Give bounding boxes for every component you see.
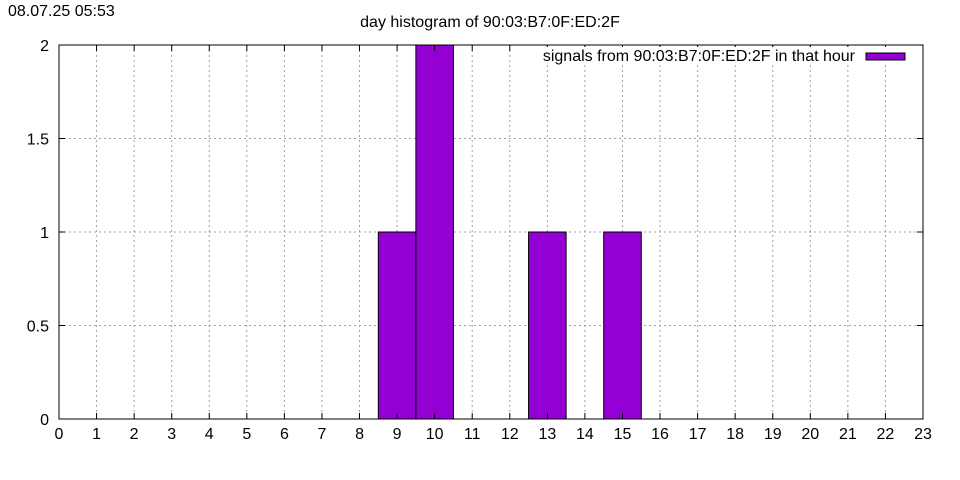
x-tick-label: 7 [318, 426, 327, 443]
x-tick-label: 9 [393, 426, 402, 443]
x-tick-label: 22 [877, 426, 895, 443]
legend: signals from 90:03:B7:0F:ED:2F in that h… [512, 47, 917, 65]
x-tick-label: 17 [689, 426, 707, 443]
y-tick-label: 1 [40, 225, 49, 242]
histogram-bar [415, 44, 454, 420]
legend-label: signals from 90:03:B7:0F:ED:2F in that h… [543, 48, 856, 65]
y-tick-label: 2 [40, 38, 49, 55]
chart-title: day histogram of 90:03:B7:0F:ED:2F [360, 14, 620, 31]
legend-background [512, 47, 917, 65]
x-tick-label: 8 [355, 426, 364, 443]
x-tick-label: 15 [614, 426, 632, 443]
x-tick-label: 0 [55, 426, 64, 443]
histogram-bar [603, 231, 642, 420]
x-tick-label: 10 [426, 426, 444, 443]
y-tick-label: 0 [40, 412, 49, 429]
histogram-bar [528, 231, 567, 420]
bars-group [377, 44, 642, 420]
x-tick-label: 1 [92, 426, 101, 443]
x-tick-label: 4 [205, 426, 214, 443]
legend-swatch [865, 52, 906, 61]
y-tick-label: 0.5 [27, 319, 49, 336]
x-tick-label: 21 [839, 426, 857, 443]
axis-ticks: 0 1 2 3 4 5 6 7 8 9 10 11 12 13 14 15 16 17 18 19 20 21 22 2300… [27, 38, 932, 443]
x-tick-label: 23 [914, 426, 932, 443]
x-tick-label: 14 [576, 426, 594, 443]
x-tick-label: 16 [651, 426, 669, 443]
grid-lines [59, 45, 923, 419]
x-tick-label: 2 [130, 426, 139, 443]
x-tick-label: 18 [726, 426, 744, 443]
x-tick-label: 19 [764, 426, 782, 443]
x-tick-label: 12 [501, 426, 519, 443]
x-tick-label: 20 [801, 426, 819, 443]
x-tick-label: 13 [538, 426, 556, 443]
x-tick-label: 6 [280, 426, 289, 443]
x-tick-label: 3 [167, 426, 176, 443]
x-tick-label: 11 [464, 426, 481, 443]
x-tick-label: 5 [242, 426, 251, 443]
histogram-bar [377, 231, 417, 420]
timestamp: 08.07.25 05:53 [8, 3, 115, 20]
y-tick-label: 1.5 [27, 132, 49, 149]
